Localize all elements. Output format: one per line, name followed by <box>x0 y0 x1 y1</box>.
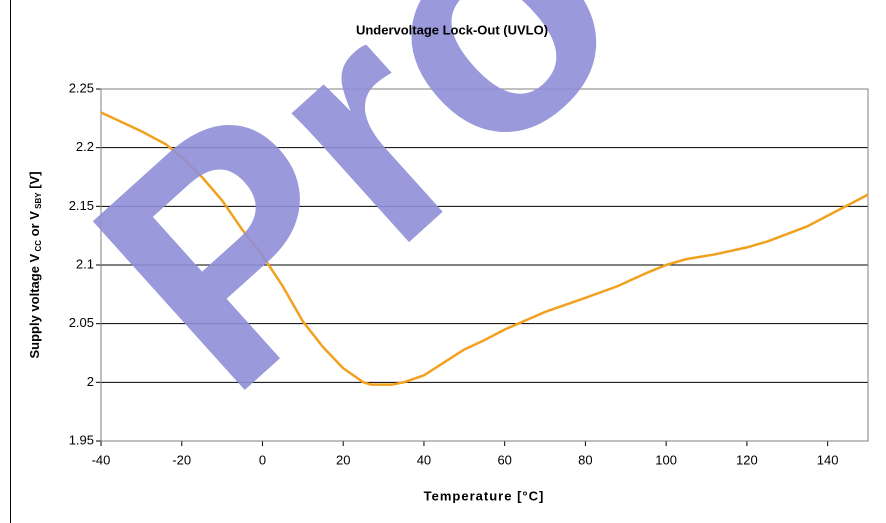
x-tick-label: 40 <box>417 452 431 467</box>
y-tick-label: 1.95 <box>69 432 94 447</box>
y-axis-label-part: or V <box>27 211 42 240</box>
y-tick-label: 2.05 <box>69 315 94 330</box>
x-tick-label: 60 <box>497 452 511 467</box>
x-tick-label: 140 <box>817 452 839 467</box>
line-series <box>100 111 869 386</box>
y-tick-label: 2.25 <box>69 80 94 95</box>
marks <box>100 111 869 386</box>
x-tick-label: 80 <box>578 452 592 467</box>
y-axis-label: Supply voltage V CC or V SBY [V] <box>27 171 43 358</box>
x-tick-label: -40 <box>92 452 111 467</box>
x-tick-label: -20 <box>172 452 191 467</box>
y-tick-label: 2 <box>87 374 94 389</box>
x-axis-label: Temperature [°C] <box>424 488 545 503</box>
y-axis-label-part: Supply voltage V <box>27 253 42 358</box>
x-tick-label: 20 <box>336 452 350 467</box>
y-tick-label: 2.1 <box>76 256 94 271</box>
x-tick-label: 100 <box>655 452 677 467</box>
x-tick-label: 0 <box>259 452 266 467</box>
chart-frame <box>10 0 886 523</box>
y-axis-label-part: CC <box>34 240 43 254</box>
x-tick-label: 120 <box>736 452 758 467</box>
chart-title: Undervoltage Lock-Out (UVLO) <box>356 22 548 37</box>
y-tick-label: 2.2 <box>76 139 94 154</box>
y-axis-label-part: SBY <box>34 192 43 211</box>
y-axis-label-part: [V] <box>27 171 42 192</box>
y-tick-label: 2.15 <box>69 198 94 213</box>
plot-area <box>100 88 869 442</box>
